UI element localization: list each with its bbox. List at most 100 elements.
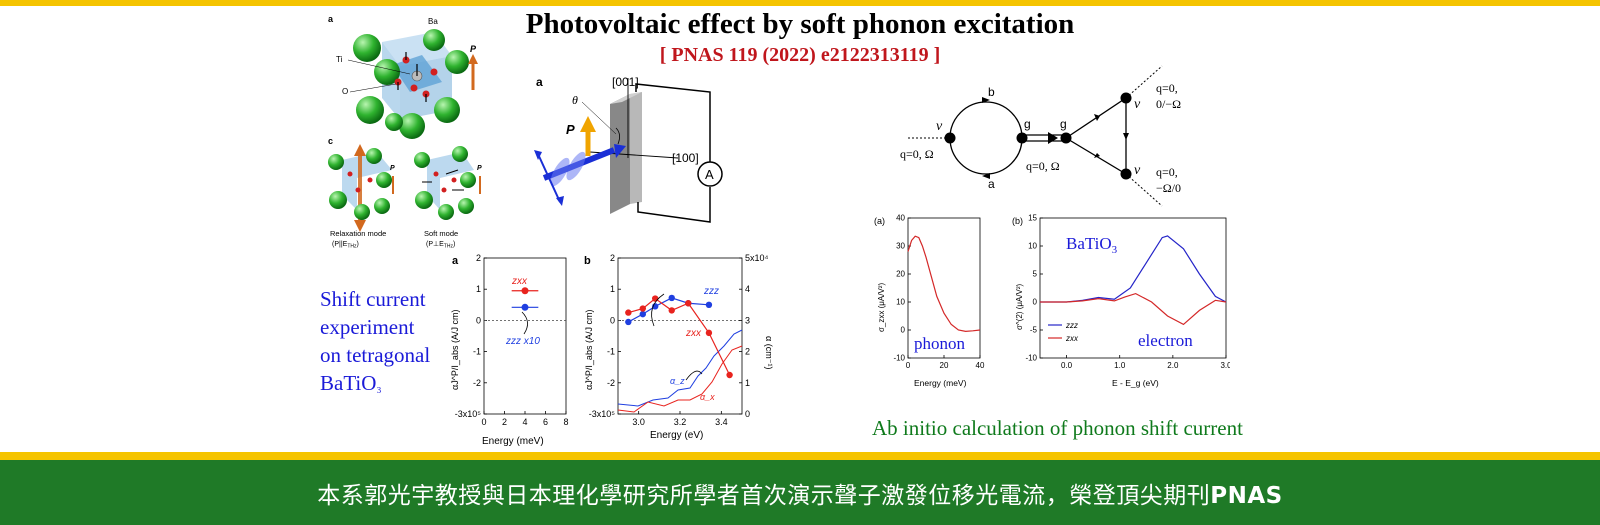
footer-accent-stripe — [0, 452, 1600, 460]
chart-calc-a-line-zxx — [907, 235, 981, 333]
chart-calc-a-x-tick-label: 0 — [906, 361, 911, 370]
calculation-caption: Ab initio calculation of phonon shift cu… — [872, 416, 1243, 440]
chart-b-y-tick-label: 0 — [610, 315, 615, 325]
chart-calc-a-panel: (a) — [874, 216, 885, 226]
chart-calc-a-ylabel: σ_zxx (μA/V²) — [877, 283, 886, 332]
diagram-label-g2: g — [1060, 117, 1067, 131]
chart-a-leader-line — [521, 311, 528, 335]
diagram-label-g1: g — [1024, 117, 1031, 131]
chart-b-absorption-z — [617, 329, 743, 407]
chart-calc-b-xlabel: E - E_g (eV) — [1112, 378, 1159, 388]
diagram-label-b: b — [988, 85, 995, 99]
chart-b-legend-zxx: zxx — [685, 328, 702, 339]
diagram-q-left: q=0, Ω — [900, 147, 934, 161]
experiment-caption-subscript: ₃ — [376, 378, 382, 394]
chart-a-x-tick-label: 6 — [543, 417, 548, 427]
chart-calc-b-line-zxx — [1040, 292, 1227, 326]
chart-experiment-b: b αJ^P/I_abs (A/J cm) α (cm⁻¹) Energy (e… — [584, 253, 774, 441]
chart-calc-b-legend-zxx: zxx — [1065, 334, 1079, 343]
chart-calc-b-ylabel: σ^(2) (μA/V²) — [1015, 283, 1024, 330]
chart-a-x-tick-label: 0 — [481, 417, 486, 427]
polarization-label-top: P — [470, 44, 477, 54]
crystal-panel-c: c — [328, 136, 333, 146]
chart-b-y-tick-right-label: 1 — [745, 378, 750, 388]
journal-reference: [ PNAS 119 (2022) e2122313119 ] — [659, 44, 941, 66]
footer-banner: 本系郭光宇教授與日本理化學研究所學者首次演示聲子激發位移光電流，榮登頂尖期刊PN… — [0, 460, 1600, 525]
electron-annotation: electron — [1138, 331, 1193, 350]
chart-b-legend-zzz: zzz — [703, 286, 719, 297]
chart-calc-a-xlabel: Energy (meV) — [914, 378, 967, 388]
diagram-q-bottom-1: q=0, — [1156, 165, 1178, 179]
svg-text:(P⊥ETHz): (P⊥ETHz) — [426, 241, 455, 250]
chart-a-legend-zxx: zxx — [511, 276, 528, 287]
chart-calc-b-y-tick-label: -10 — [1025, 354, 1037, 363]
chart-b-panel-label: b — [584, 255, 591, 267]
chart-b-x-tick-label: 3.4 — [715, 417, 728, 427]
chart-calc-b-x-tick-label: 1.0 — [1114, 361, 1126, 370]
chart-b-point — [705, 301, 713, 308]
atom-label-o: O — [342, 87, 348, 96]
chart-a-y-tick-label: -3x10⁵ — [455, 409, 482, 419]
chart-b-point — [726, 371, 733, 379]
diagram-vertex-left: v — [936, 119, 943, 134]
page-title: Photovoltaic effect by soft phonon excit… — [525, 8, 1075, 40]
chart-calc-b-x-tick-label: 0.0 — [1061, 361, 1073, 370]
chart-calc-a-x-tick-label: 40 — [976, 361, 985, 370]
diagram-q-top-1: q=0, — [1156, 81, 1178, 95]
diagram-label-a: a — [988, 177, 995, 191]
chart-calc-b-y-tick-label: 0 — [1033, 298, 1038, 307]
chart-a-ylabel: αJ^P/I_abs (A/J cm) — [450, 310, 460, 390]
chart-calc-b-panel: (b) — [1012, 216, 1023, 226]
chart-b-point — [668, 294, 675, 302]
diagram-q-bottom-2: −Ω/0 — [1156, 181, 1181, 195]
chart-calc-b-x-tick-label: 3.0 — [1220, 361, 1230, 370]
chart-b-absorption-x — [617, 345, 743, 413]
chart-b-alpha-z: α_z — [670, 376, 685, 386]
relaxation-mode-label: Relaxation mode — [330, 229, 386, 238]
ammeter-label: A — [705, 167, 714, 182]
experiment-caption: Shift current experiment on tetragonal B… — [320, 285, 430, 400]
chart-calc-b-frame — [1039, 217, 1227, 359]
chart-b-y-tick-label: 1 — [610, 284, 615, 294]
chart-b-x-tick-label: 3.2 — [674, 417, 687, 427]
batio3-label: BaTiO3 — [1066, 234, 1118, 256]
chart-b-ylabel-right: α (cm⁻¹) — [764, 336, 774, 369]
footer-journal: PNAS — [1210, 483, 1283, 509]
svg-text:(P||ETHz): (P||ETHz) — [332, 241, 359, 250]
chart-a-y-tick-label: 2 — [476, 253, 481, 263]
chart-a-xlabel: Energy (meV) — [482, 436, 544, 447]
chart-a-y-tick-label: -2 — [473, 378, 481, 388]
diagram-vertex-bottom: v — [1134, 163, 1141, 178]
experiment-caption-line2: experiment — [320, 315, 415, 339]
experiment-caption-line1: Shift current — [320, 287, 426, 311]
chart-b-y-tick-label: -1 — [607, 347, 615, 357]
chart-calc-a-y-tick-label: 40 — [896, 214, 905, 223]
diagram-q-top-2: 0/−Ω — [1156, 97, 1181, 111]
chart-a-point — [521, 287, 529, 295]
chart-a-y-tick-label: -1 — [473, 347, 481, 357]
chart-calc-b-y-tick-label: 15 — [1028, 214, 1037, 223]
chart-b-y-tick-right-label: 5x10⁴ — [745, 253, 769, 263]
chart-b-y-tick-label: -2 — [607, 378, 615, 388]
chart-b-y-tick-label: 2 — [610, 253, 615, 263]
chart-calc-b-y-tick-label: 5 — [1033, 270, 1038, 279]
theta-label: θ — [572, 93, 578, 107]
experiment-caption-line4: BaTiO — [320, 371, 377, 395]
chart-b-y-tick-right-label: 3 — [745, 315, 750, 325]
chart-b-point — [652, 295, 659, 302]
chart-calc-a-y-tick-label: 10 — [896, 298, 905, 307]
atom-label-ba: Ba — [428, 17, 438, 26]
crystal-panel-a: a — [328, 14, 334, 24]
chart-calc-b-x-tick-label: 2.0 — [1167, 361, 1179, 370]
chart-a-legend-zzz: zzz x10 — [505, 336, 540, 347]
chart-a-point — [521, 303, 529, 311]
chart-b-alpha-x: α_x — [700, 392, 715, 402]
setup-polarization-label: P — [566, 122, 575, 137]
chart-a-y-tick-label: 0 — [476, 315, 481, 325]
chart-b-arrow-right — [685, 370, 703, 381]
chart-a-x-tick-label: 2 — [502, 417, 507, 427]
footer-text: 本系郭光宇教授與日本理化學研究所學者首次演示聲子激發位移光電流，榮登頂尖期刊 — [317, 483, 1211, 509]
chart-b-point — [639, 305, 646, 312]
chart-b-point — [685, 300, 692, 307]
svg-text:P: P — [477, 165, 482, 172]
